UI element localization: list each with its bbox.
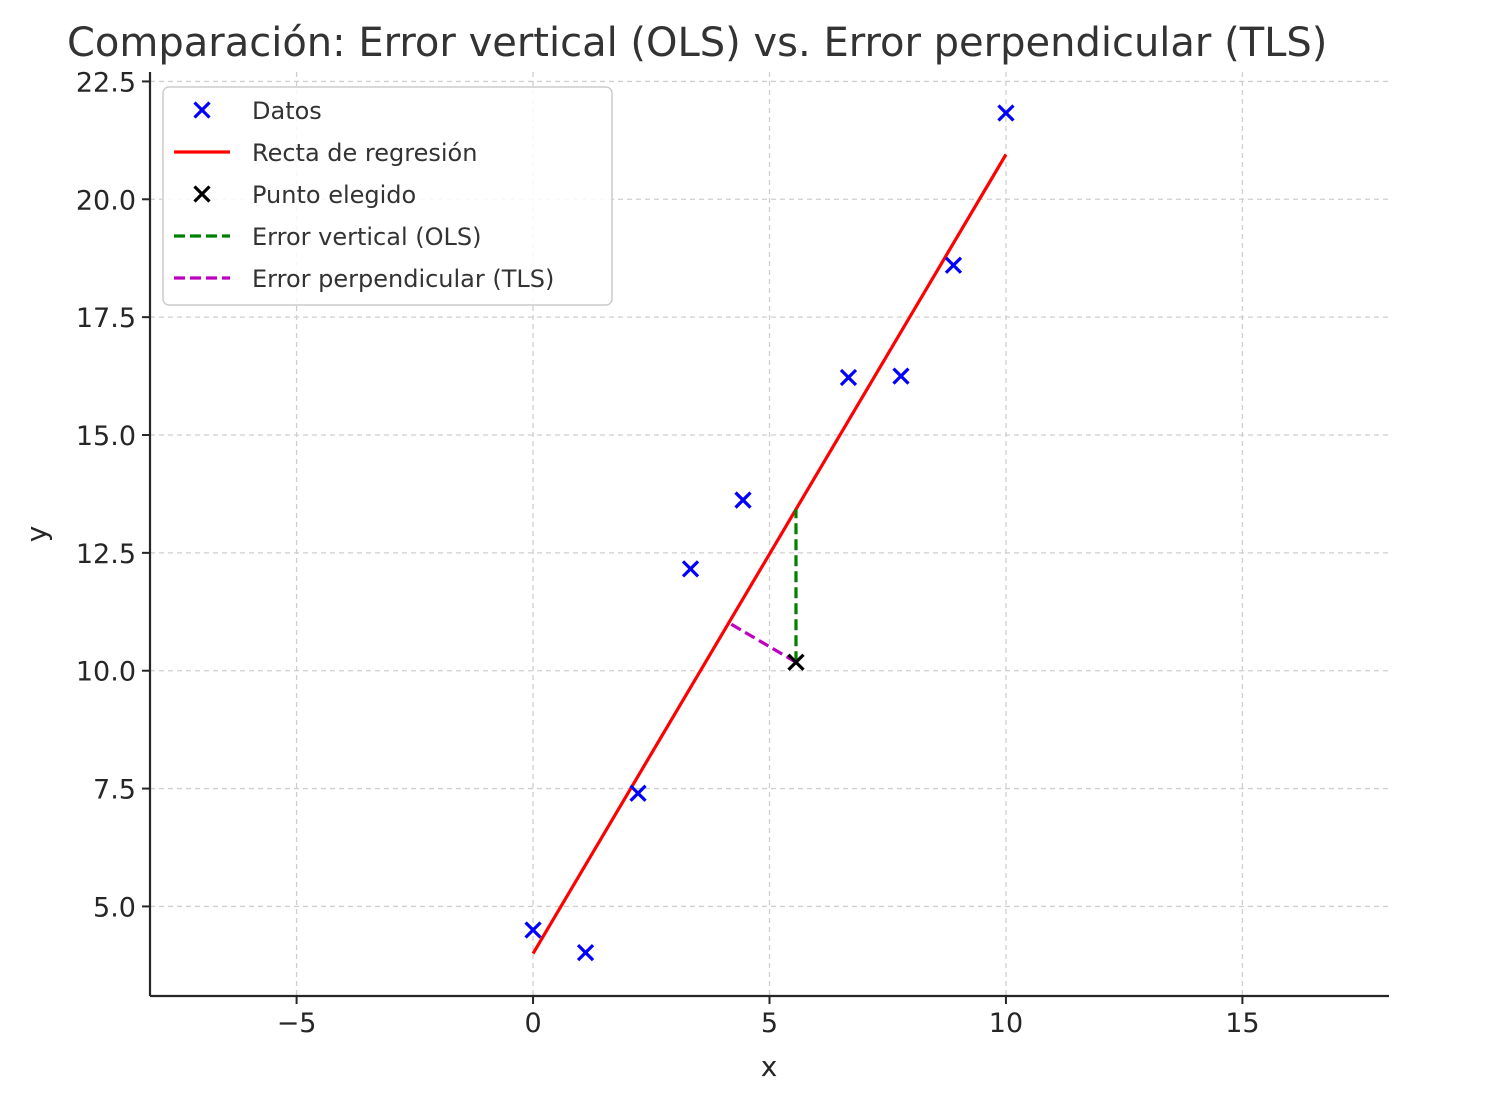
series-line-error-perpendicular-tls [726, 620, 797, 664]
marker-stroke [944, 256, 963, 274]
data-point-datos [681, 560, 700, 578]
marker-stroke [839, 368, 858, 387]
data-point-punto-elegido [787, 653, 805, 671]
legend-swatch-punto-elegido [193, 185, 211, 203]
x-tick-label: 5 [761, 1008, 778, 1039]
legend-label-datos: Datos [252, 97, 322, 125]
legend: Datos Recta de regresión Punto elegido Erro… [162, 86, 613, 306]
legend-label-error-perpendicular-tls: Error perpendicular (TLS) [252, 265, 554, 293]
x-tick-label: 10 [989, 1008, 1023, 1039]
y-tick-label: 22.5 [76, 67, 136, 98]
y-tick-label: 7.5 [93, 775, 136, 806]
data-point-datos [576, 943, 595, 962]
legend-swatch-datos [193, 101, 211, 119]
marker-stroke [193, 185, 211, 203]
data-point-datos [629, 784, 647, 802]
legend-box [162, 86, 613, 306]
x-tick-label: −5 [277, 1008, 317, 1039]
x-tick-label: 0 [524, 1008, 541, 1039]
chart-title: Comparación: Error vertical (OLS) vs. Er… [67, 20, 1327, 66]
marker-stroke [892, 367, 910, 385]
legend-label-recta-de-regresion: Recta de regresión [252, 139, 477, 167]
y-axis-label: y [20, 526, 53, 543]
series-line-recta-de-regresion [531, 153, 1008, 955]
ticks: −5 0 5 10 15 5.0 7.5 10.0 12.5 15.0 17.5 20.0 22.5 [76, 67, 1260, 1039]
data-point-datos [997, 104, 1015, 122]
legend-label-punto-elegido: Punto elegido [252, 181, 416, 209]
marker-stroke [576, 943, 595, 962]
marker-stroke [681, 560, 700, 578]
y-tick-label: 15.0 [76, 421, 136, 452]
y-tick-label: 5.0 [93, 892, 136, 923]
data-point-datos [839, 368, 858, 387]
marker-stroke [193, 101, 211, 119]
marker-stroke [997, 104, 1015, 122]
x-tick-label: 15 [1225, 1008, 1259, 1039]
y-tick-label: 10.0 [76, 657, 136, 688]
marker-stroke [787, 653, 805, 671]
data-point-datos [734, 491, 752, 509]
marker-stroke [524, 921, 542, 939]
x-axis-label: x [761, 1050, 778, 1083]
y-tick-label: 17.5 [76, 303, 136, 334]
plot-area [524, 104, 1015, 962]
y-tick-label: 12.5 [76, 539, 136, 570]
data-point-datos [892, 367, 910, 385]
legend-label-error-vertical-ols: Error vertical (OLS) [252, 223, 481, 251]
data-point-datos [944, 256, 963, 274]
y-tick-label: 20.0 [76, 185, 136, 216]
marker-stroke [629, 784, 647, 802]
data-point-datos [524, 921, 542, 939]
marker-stroke [734, 491, 752, 509]
